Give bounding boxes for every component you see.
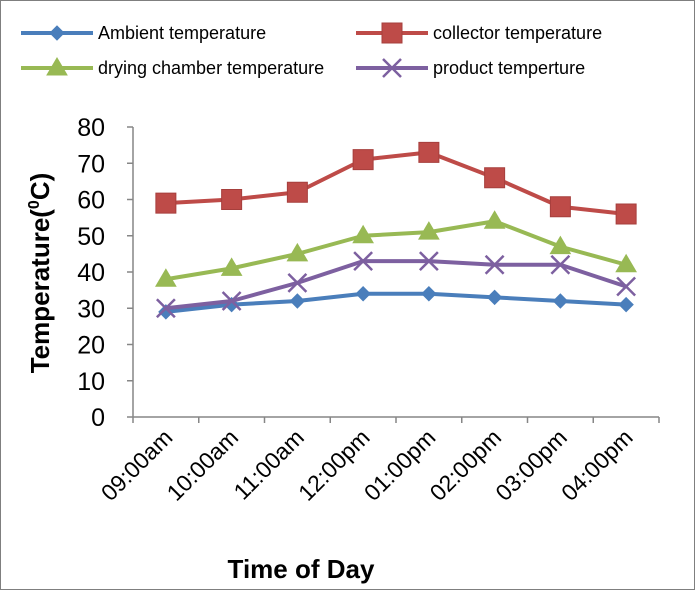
series-ambient-temperature	[158, 286, 634, 320]
data-point	[550, 254, 571, 275]
x-tick-label: 09:00am	[96, 424, 178, 506]
data-point	[418, 221, 440, 240]
y-tick-label: 40	[77, 259, 105, 287]
legend-marker	[381, 22, 403, 44]
x-tick-label: 12:00pm	[293, 424, 375, 506]
data-point	[618, 296, 634, 313]
data-point	[552, 293, 569, 309]
series-layer	[155, 141, 637, 320]
data-point	[355, 286, 371, 302]
x-tick-label: 01:00pm	[359, 424, 441, 506]
x-tick-label: 04:00pm	[556, 424, 638, 506]
data-point	[615, 203, 637, 225]
legend-marker	[382, 58, 402, 78]
data-point	[483, 210, 506, 229]
x-axis-title: Time of Day	[228, 554, 375, 584]
x-ticks: 09:00am10:00am11:00am12:00pm01:00pm02:00…	[96, 417, 660, 506]
y-tick-label: 0	[91, 404, 105, 432]
data-point	[418, 141, 440, 163]
y-tick-label: 10	[77, 368, 105, 396]
legend: Ambient temperature collector temperature…	[21, 22, 602, 78]
y-axis-title-end: C)	[25, 173, 55, 200]
data-point	[155, 298, 176, 319]
series-collector-temperature	[155, 141, 637, 225]
legend-label: Ambient temperature	[98, 23, 266, 43]
y-ticks: 0 10 20 30 40 50 60 70 80	[77, 114, 133, 432]
series-line	[165, 291, 627, 314]
data-point	[286, 242, 309, 262]
data-point	[220, 257, 243, 276]
data-point	[221, 189, 243, 210]
series-line	[165, 219, 627, 282]
data-point	[353, 251, 374, 272]
y-tick-label: 30	[77, 295, 105, 323]
y-tick-label: 50	[77, 223, 105, 251]
legend-item: product temperture	[356, 58, 585, 78]
legend-marker	[49, 25, 65, 41]
data-point	[486, 289, 503, 306]
y-tick-label: 20	[77, 332, 105, 360]
legend-label: product temperture	[433, 58, 585, 78]
data-point	[616, 276, 637, 297]
y-tick-label: 80	[77, 114, 105, 142]
legend-item: Ambient temperature	[21, 23, 266, 43]
y-axis-title-main: Temperature(	[25, 209, 55, 374]
y-axis-title-sup: 0	[26, 200, 43, 209]
data-point	[549, 235, 572, 255]
data-point	[484, 167, 506, 189]
series-line	[165, 259, 627, 311]
data-point	[352, 224, 374, 244]
y-tick-label: 70	[77, 150, 105, 178]
legend-item: collector temperature	[356, 22, 602, 44]
y-tick-label: 60	[77, 187, 105, 215]
legend-marker	[46, 57, 68, 76]
legend-item: drying chamber temperature	[21, 57, 324, 78]
data-point	[352, 149, 374, 171]
data-point	[155, 192, 177, 214]
x-tick-label: 02:00pm	[424, 424, 506, 506]
series-product-temperture	[155, 251, 637, 319]
series-drying-chamber-temperature	[155, 210, 637, 287]
data-point	[155, 268, 177, 287]
series-line	[165, 150, 627, 216]
data-point	[421, 286, 437, 302]
data-point	[221, 291, 242, 311]
y-axis-title: Temperature(0C)	[25, 173, 55, 374]
x-tick-label: 10:00am	[161, 424, 243, 506]
data-point	[287, 272, 308, 293]
data-point	[289, 293, 306, 309]
legend-label: collector temperature	[433, 23, 602, 43]
legend-label: drying chamber temperature	[98, 58, 324, 78]
data-point	[418, 251, 439, 272]
data-point	[615, 253, 637, 273]
data-point	[549, 196, 571, 218]
data-point	[484, 254, 505, 275]
x-tick-label: 03:00pm	[490, 424, 572, 506]
data-point	[286, 181, 308, 203]
